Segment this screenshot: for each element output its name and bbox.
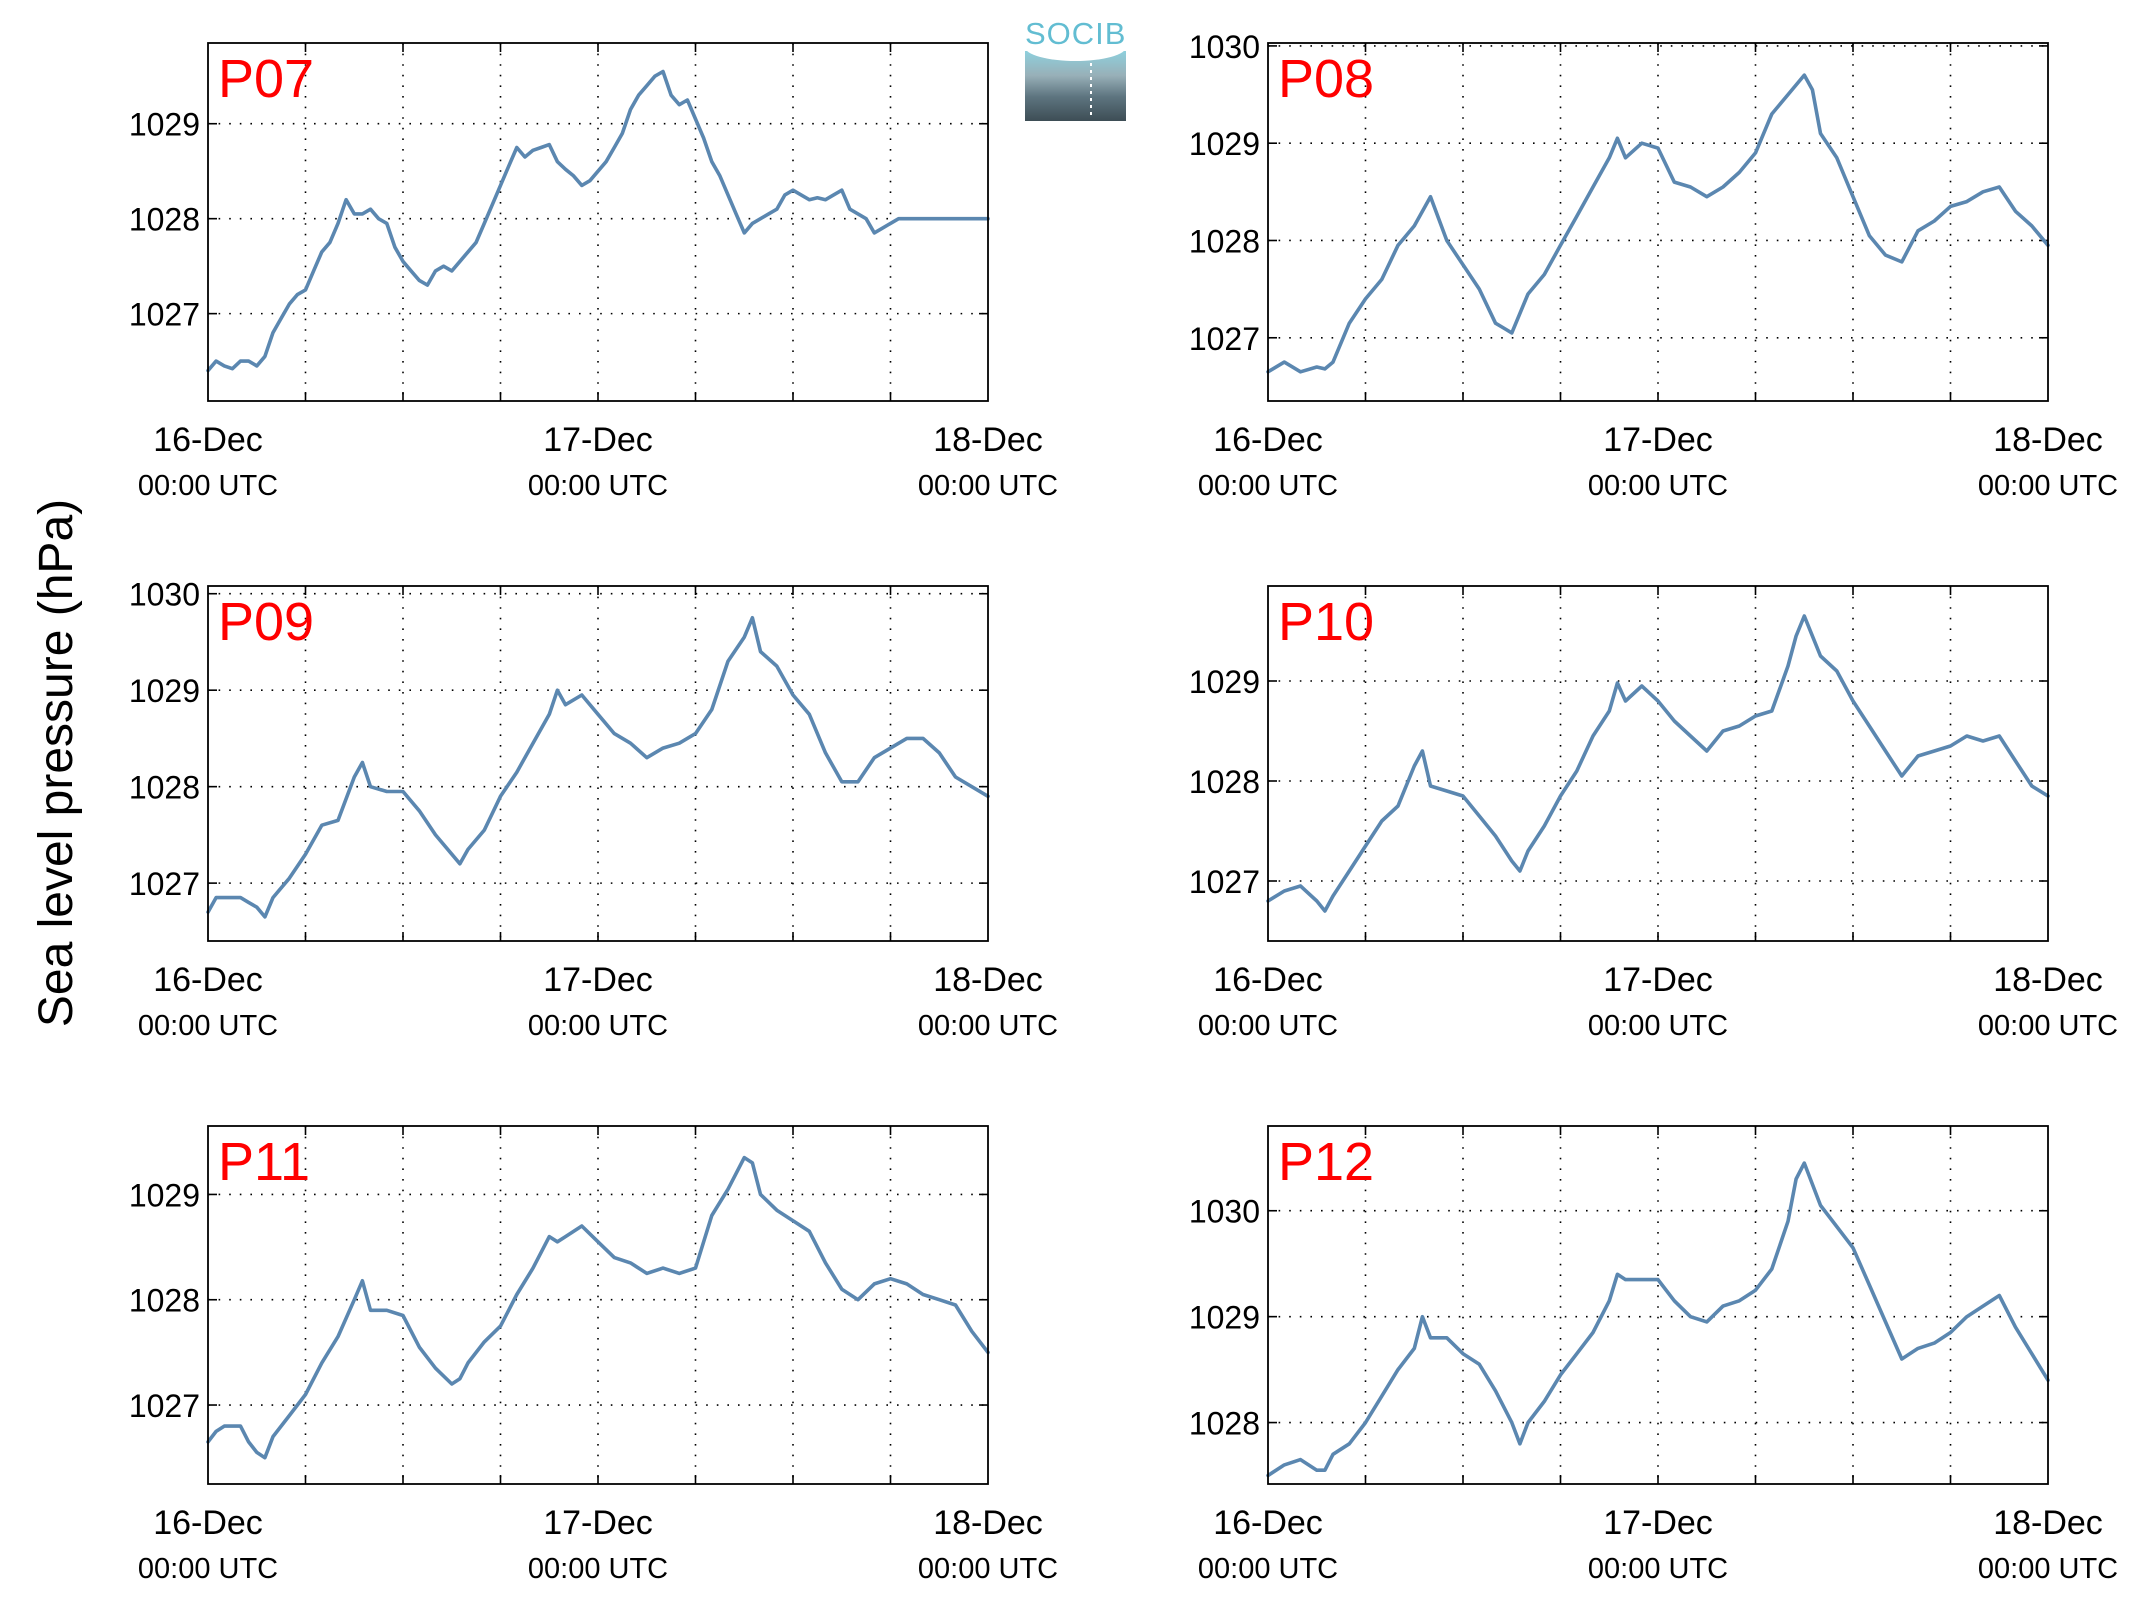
y-tick-label: 1027 — [129, 866, 200, 902]
x-tick-label-time: 00:00 UTC — [528, 1010, 668, 1042]
y-tick-label: 1030 — [1189, 29, 1260, 65]
series-line-p10 — [1266, 614, 2050, 913]
y-tick-label: 1029 — [1189, 1300, 1260, 1336]
x-tick-label-date: 18-Dec — [933, 421, 1043, 459]
x-tick-label-time: 00:00 UTC — [528, 1553, 668, 1585]
x-tick-label-time: 00:00 UTC — [528, 470, 668, 502]
panel-p12: 1028 1029 1030 16-Dec 00:00 UTC 17-Dec 00:00 U… — [1189, 1125, 2118, 1585]
x-tick-label-time: 00:00 UTC — [138, 1010, 278, 1042]
x-tick-label-date: 16-Dec — [1213, 1504, 1323, 1542]
y-tick-label: 1029 — [1189, 126, 1260, 162]
panel-p11: 1027 1028 1029 16-Dec 00:00 UTC 17-Dec 00:00 U… — [129, 1125, 1058, 1585]
x-tick-label-time: 00:00 UTC — [1198, 1010, 1338, 1042]
x-tick-label-date: 17-Dec — [1603, 1504, 1713, 1542]
x-tick-label-time: 00:00 UTC — [918, 470, 1058, 502]
y-tick-label: 1027 — [1189, 864, 1260, 900]
y-tick-label: 1029 — [129, 1177, 200, 1213]
panel-p09: 1027 1028 1029 1030 16-Dec 00:00 UTC 17-Dec 00:… — [129, 577, 1058, 1042]
y-tick-label: 1027 — [129, 297, 200, 333]
series-line-p11 — [206, 1155, 990, 1460]
y-tick-label: 1028 — [129, 770, 200, 806]
x-tick-label-time: 00:00 UTC — [918, 1553, 1058, 1585]
x-tick-label-date: 16-Dec — [1213, 961, 1323, 999]
x-tick-label-time: 00:00 UTC — [1588, 470, 1728, 502]
station-label: P08 — [1278, 49, 1374, 109]
x-tick-label-time: 00:00 UTC — [138, 1553, 278, 1585]
station-label: P07 — [218, 49, 314, 109]
axes-frame — [207, 1125, 989, 1485]
x-tick-label-date: 17-Dec — [1603, 961, 1713, 999]
y-tick-label: 1030 — [1189, 1194, 1260, 1230]
series-line-p09 — [206, 615, 990, 919]
y-tick-label: 1029 — [129, 107, 200, 143]
axes-frame — [1267, 585, 2049, 942]
x-tick-label-time: 00:00 UTC — [1588, 1010, 1728, 1042]
axes-frame — [1267, 1125, 2049, 1485]
axes-frame — [207, 42, 989, 402]
x-tick-label-date: 16-Dec — [153, 421, 263, 459]
x-tick-label-time: 00:00 UTC — [1978, 1553, 2118, 1585]
x-tick-label-time: 00:00 UTC — [1978, 470, 2118, 502]
y-tick-label: 1028 — [129, 1283, 200, 1319]
x-tick-label-date: 17-Dec — [543, 1504, 653, 1542]
panel-p07: 1027 1028 1029 16-Dec 00:00 UTC 17-Dec 00:00 U… — [129, 42, 1058, 502]
x-tick-label-date: 16-Dec — [1213, 421, 1323, 459]
y-tick-label: 1028 — [129, 202, 200, 238]
y-tick-label: 1029 — [1189, 664, 1260, 700]
x-tick-label-time: 00:00 UTC — [1198, 470, 1338, 502]
station-label: P12 — [1278, 1132, 1374, 1192]
x-tick-label-date: 18-Dec — [1993, 961, 2103, 999]
y-tick-label: 1027 — [129, 1388, 200, 1424]
y-tick-label: 1029 — [129, 673, 200, 709]
axes-frame — [1267, 42, 2049, 402]
x-tick-label-date: 17-Dec — [1603, 421, 1713, 459]
station-label: P10 — [1278, 592, 1374, 652]
series-line-p08 — [1266, 73, 2050, 374]
series-line-p12 — [1266, 1161, 2050, 1478]
x-tick-label-time: 00:00 UTC — [138, 470, 278, 502]
y-tick-label: 1028 — [1189, 223, 1260, 259]
series-line-p07 — [206, 69, 990, 373]
socib-logo: SOCIB — [1025, 17, 1126, 121]
logo-text: SOCIB — [1025, 16, 1127, 51]
x-tick-label-date: 16-Dec — [153, 961, 263, 999]
logo-wave-graphic — [1025, 51, 1126, 121]
x-tick-label-date: 17-Dec — [543, 961, 653, 999]
x-tick-label-time: 00:00 UTC — [1978, 1010, 2118, 1042]
panel-p10: 1027 1028 1029 16-Dec 00:00 UTC 17-Dec 00:00 U… — [1189, 585, 2118, 1042]
station-label: P11 — [218, 1132, 310, 1192]
x-tick-label-date: 18-Dec — [933, 961, 1043, 999]
y-tick-label: 1030 — [129, 577, 200, 613]
y-tick-label: 1028 — [1189, 1406, 1260, 1442]
x-tick-label-time: 00:00 UTC — [1198, 1553, 1338, 1585]
x-tick-label-date: 17-Dec — [543, 421, 653, 459]
station-label: P09 — [218, 592, 314, 652]
x-tick-label-date: 16-Dec — [153, 1504, 263, 1542]
axes-frame — [207, 585, 989, 942]
panel-p08: 1027 1028 1029 1030 16-Dec 00:00 UTC 17-Dec 00:… — [1189, 29, 2118, 502]
x-tick-label-date: 18-Dec — [1993, 421, 2103, 459]
x-tick-label-date: 18-Dec — [1993, 1504, 2103, 1542]
x-tick-label-date: 18-Dec — [933, 1504, 1043, 1542]
x-tick-label-time: 00:00 UTC — [918, 1010, 1058, 1042]
x-tick-label-time: 00:00 UTC — [1588, 1553, 1728, 1585]
y-tick-label: 1027 — [1189, 321, 1260, 357]
y-tick-label: 1028 — [1189, 764, 1260, 800]
